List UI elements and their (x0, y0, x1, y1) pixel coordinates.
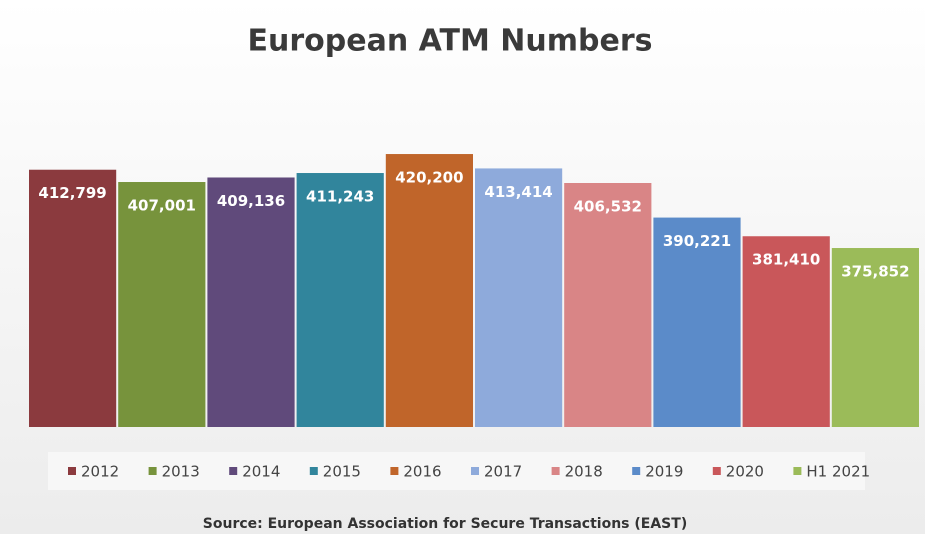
legend-swatch (229, 467, 238, 475)
bar (831, 248, 919, 427)
bar (118, 182, 206, 427)
legend-label: 2012 (81, 463, 119, 481)
legend-swatch (471, 467, 479, 475)
legend-label: 2018 (565, 463, 603, 481)
legend-label: 2020 (726, 463, 764, 481)
data-label: 407,001 (128, 197, 196, 215)
data-label: 390,221 (663, 232, 731, 250)
legend-swatch (148, 467, 157, 475)
bar (564, 183, 652, 427)
bar (742, 236, 830, 427)
legend-swatch (632, 467, 641, 475)
legend-label: 2015 (323, 463, 361, 481)
data-label: 411,243 (306, 188, 374, 206)
legend-swatch (390, 467, 399, 475)
chart-title: European ATM Numbers (248, 24, 653, 59)
legend-label: 2013 (162, 463, 200, 481)
legend-box (48, 452, 865, 490)
bar (653, 217, 741, 427)
legend-label: 2017 (484, 463, 522, 481)
bar (385, 154, 473, 427)
data-label: 412,799 (38, 184, 106, 202)
legend-label: H1 2021 (806, 463, 870, 481)
data-label: 375,852 (841, 263, 909, 281)
legend-label: 2019 (645, 463, 683, 481)
legend-swatch (68, 467, 76, 475)
legend-label: 2016 (403, 463, 441, 481)
bar (475, 168, 563, 427)
data-label: 409,136 (217, 192, 285, 210)
bar (207, 177, 295, 427)
data-label: 413,414 (484, 183, 552, 201)
data-label: 381,410 (752, 251, 820, 269)
data-label: 406,532 (574, 198, 642, 216)
bar (29, 169, 117, 427)
legend-swatch (551, 467, 560, 475)
source-note: Source: European Association for Secure … (203, 516, 687, 532)
legend-swatch (793, 467, 802, 475)
data-label: 420,200 (395, 169, 463, 187)
legend-swatch (309, 467, 318, 475)
bar (296, 173, 384, 427)
legend-label: 2014 (242, 463, 280, 481)
legend-swatch (712, 467, 721, 475)
